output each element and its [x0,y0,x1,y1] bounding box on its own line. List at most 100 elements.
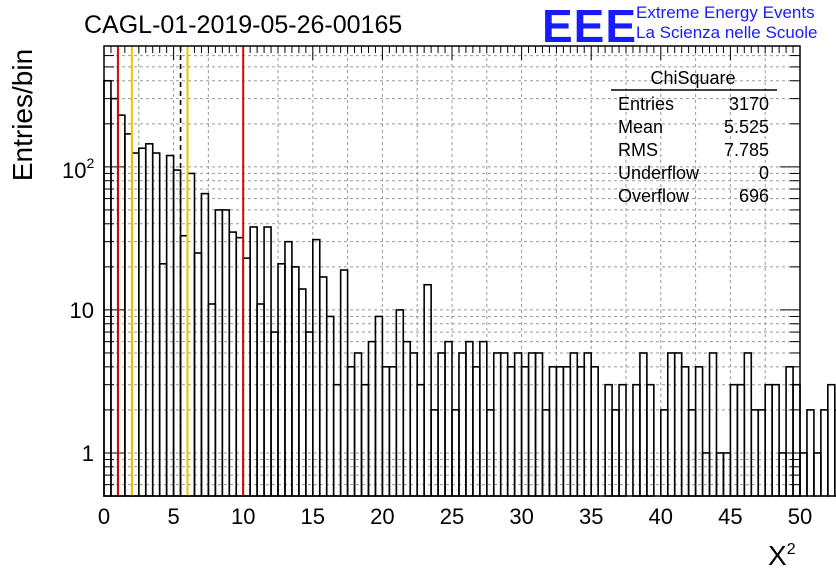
histogram-bin [499,352,509,497]
histogram-bin [479,340,488,497]
histogram-bin [771,383,780,497]
histogram-bin [277,263,286,497]
histogram-bin [785,366,794,497]
histogram-bin [694,366,704,497]
stats-value-mean: 5.525 [724,117,769,137]
stats-label-entries: Entries [618,94,674,114]
histogram-bin [388,366,398,497]
stats-title: ChiSquare [650,68,735,88]
histogram-bin [590,366,599,497]
x-axis-label: X2 [768,540,796,571]
histogram-bin [332,383,342,497]
histogram-bin [555,366,565,497]
histogram-bin [339,269,349,497]
x-tick-labels: 0 5 10 15 20 25 30 35 40 45 50 [98,504,812,529]
stats-value-overflow: 696 [739,186,769,206]
eee-logo-mark: EEE [542,0,637,52]
histogram-bin [360,383,370,497]
histogram-bin [291,266,300,497]
stats-box: ChiSquare Entries 3170 Mean 5.525 RMS 7.… [611,68,777,206]
histogram-bin [506,366,516,497]
histogram-bin [346,366,356,497]
histogram-bin [492,352,502,497]
histogram-bin [833,409,836,497]
histogram-bin [792,383,801,497]
histogram-bin [708,352,718,497]
histogram-bin [151,152,161,497]
histogram-bin [562,366,572,497]
chart-title: CAGL-01-2019-05-26-00165 [84,11,402,39]
stats-value-underflow: 0 [759,163,769,183]
histogram-bin [632,383,641,497]
histogram-bin [806,409,815,497]
histogram-bin [673,352,683,497]
histogram-bin [513,352,523,497]
histogram-bin [799,452,808,497]
histogram-bin [138,147,147,497]
histogram-bin [110,97,119,497]
histogram-bin [103,79,112,497]
histogram-bin [179,234,189,497]
histogram-bin [186,172,196,497]
histogram-bin [325,315,335,497]
histogram-bin [813,452,822,497]
histogram-bin [743,352,753,497]
histogram-bin [646,383,655,497]
histogram-bin [395,309,405,497]
histogram-bin [124,133,133,497]
histogram-bin [402,340,412,497]
histogram-bin [458,352,467,497]
plot-frame [103,45,801,497]
stats-value-rms: 7.785 [724,140,769,160]
histogram-bin [604,383,613,497]
y-tick-label: 10 [70,298,94,323]
histogram-bin [680,366,690,497]
x-tick-label: 25 [440,504,464,529]
stats-label-underflow: Underflow [618,163,700,183]
stats-label-overflow: Overflow [618,186,690,206]
histogram-bin [305,331,314,497]
histogram-bin [117,114,126,497]
x-tick-label: 0 [98,504,110,529]
eee-logo: EEE Extreme Energy Events La Scienza nel… [542,0,817,52]
histogram-bin [520,366,530,497]
histogram-bin [172,169,182,497]
histogram-bin [820,409,829,497]
threshold-lines [116,46,245,496]
y-tick-label: 1 [82,441,94,466]
histogram-bin [729,383,739,497]
stats-label-rms: RMS [618,140,658,160]
histogram-bin [437,352,446,497]
histogram-bin [736,383,746,497]
histogram-bin [270,331,279,497]
x-tick-label: 45 [718,504,742,529]
histogram-bin [472,366,481,497]
x-tick-label: 15 [301,504,325,529]
histogram-bin [131,152,140,497]
eee-logo-line1: Extreme Energy Events [636,3,815,22]
stats-value-entries: 3170 [729,94,769,114]
histogram-bin [165,154,175,497]
histogram-bin [639,352,648,497]
eee-logo-line2: La Scienza nelle Scuole [636,23,817,42]
histogram-bin [569,352,579,497]
x-tick-label: 10 [231,504,255,529]
x-tick-label: 30 [509,504,533,529]
histogram-bin [618,383,627,497]
x-tick-label: 40 [649,504,673,529]
histogram-bin [409,352,418,497]
x-tick-label: 35 [579,504,603,529]
histogram-bin [242,257,251,497]
histogram-bin [200,192,210,497]
histogram-bin [534,352,544,497]
histogram-bin [444,340,453,497]
histogram-bin [583,352,592,497]
histogram-bin [666,352,676,497]
histogram-bin [298,288,307,497]
y-axis-label: Entries/bin [7,49,38,181]
histogram-bin [764,383,773,497]
histogram-bin [284,240,293,497]
histogram-bin [416,383,425,497]
histogram-bin [374,315,384,497]
